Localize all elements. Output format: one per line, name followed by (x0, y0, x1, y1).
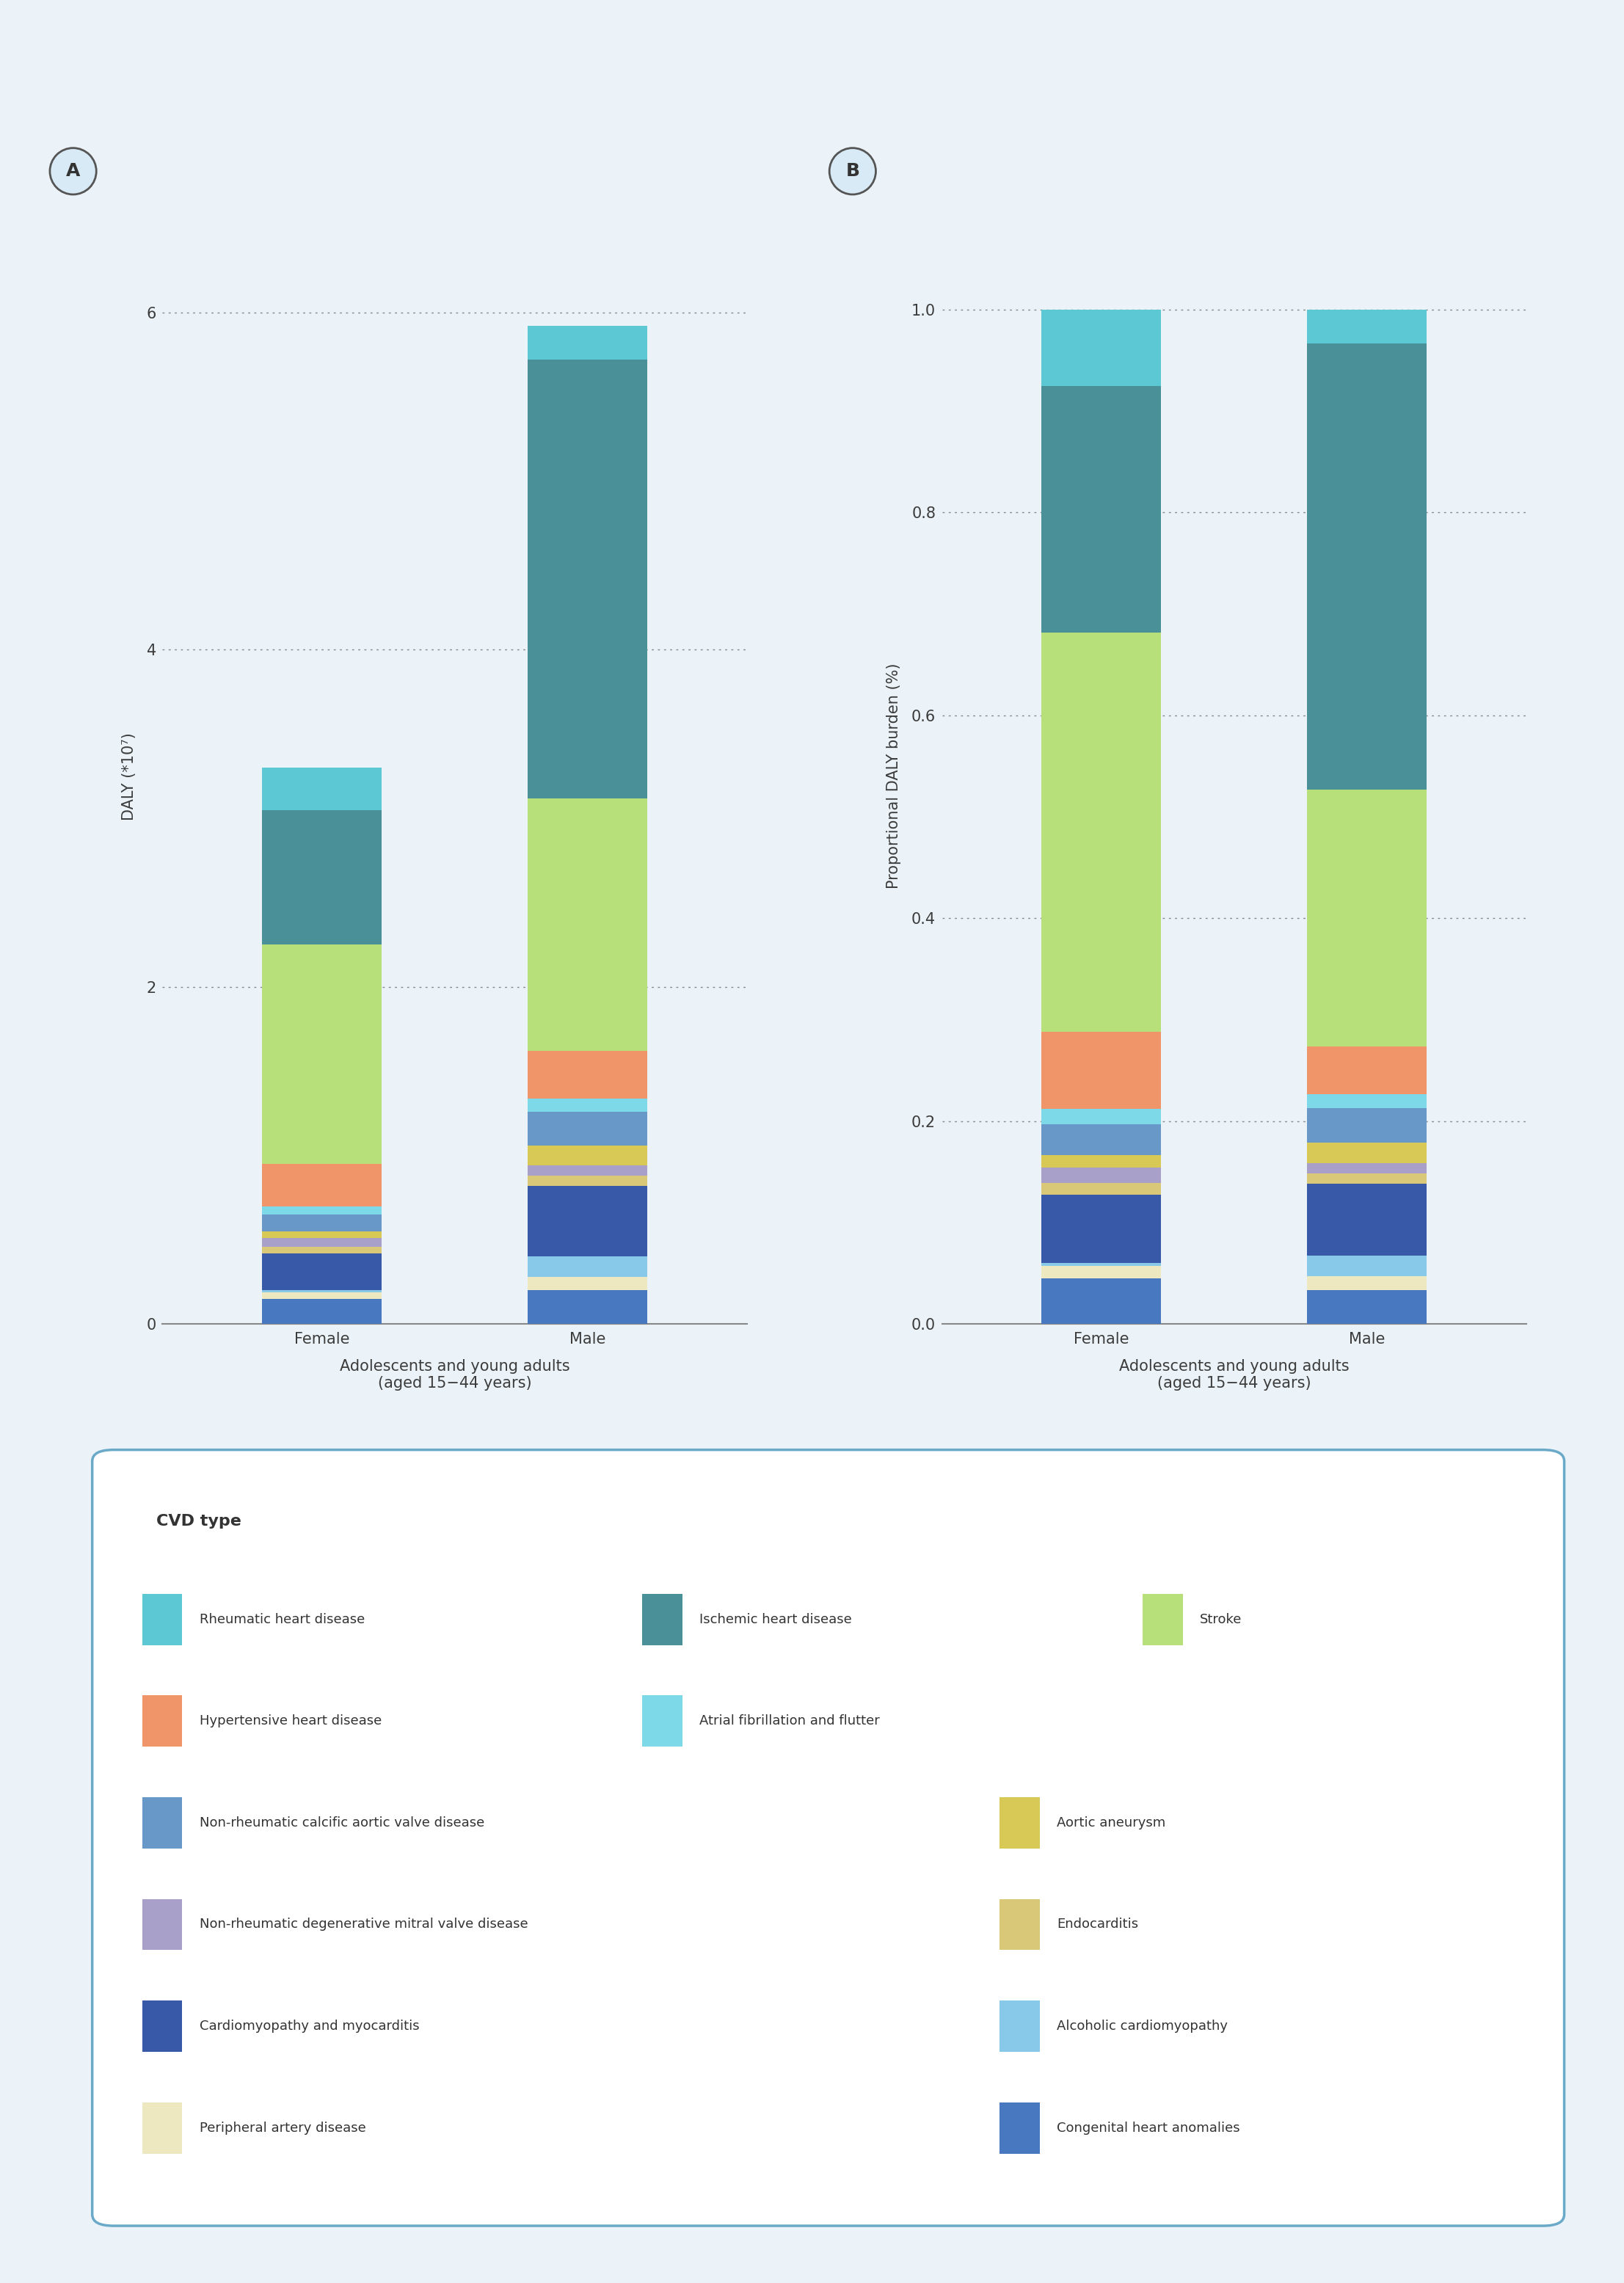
Bar (1041, 1167, 1161, 1183)
Bar (1041, 386, 1161, 632)
Bar (1041, 632, 1161, 1032)
FancyBboxPatch shape (93, 1450, 1564, 2226)
Text: A: A (67, 162, 80, 180)
Text: Peripheral artery disease: Peripheral artery disease (200, 2121, 365, 2135)
Y-axis label: DALY (*10⁷): DALY (*10⁷) (122, 733, 136, 820)
X-axis label: Adolescents and young adults
(aged 15−44 years): Adolescents and young adults (aged 15−44… (1119, 1358, 1350, 1390)
Bar (528, 1146, 648, 1167)
Bar (528, 361, 648, 799)
Bar (528, 326, 648, 361)
Bar (528, 1112, 648, 1146)
Bar (528, 799, 648, 1050)
Bar (528, 1276, 648, 1290)
FancyBboxPatch shape (143, 2103, 182, 2153)
FancyBboxPatch shape (643, 1696, 682, 1746)
Text: CVD type: CVD type (156, 1514, 242, 1530)
Bar (1307, 1276, 1427, 1290)
Bar (1307, 1142, 1427, 1162)
Bar (1041, 1194, 1161, 1262)
Bar (1041, 1265, 1161, 1278)
Bar (261, 945, 382, 1164)
FancyBboxPatch shape (143, 1797, 182, 1849)
Text: Endocarditis: Endocarditis (1057, 1918, 1138, 1931)
Text: B: B (846, 162, 859, 180)
Bar (1307, 1173, 1427, 1183)
Bar (1307, 790, 1427, 1046)
Bar (1307, 1162, 1427, 1173)
Bar (261, 1164, 382, 1205)
Text: Alcoholic cardiomyopathy: Alcoholic cardiomyopathy (1057, 2020, 1228, 2032)
Bar (261, 1299, 382, 1324)
Bar (261, 1215, 382, 1231)
Bar (528, 1185, 648, 1256)
FancyBboxPatch shape (1000, 1899, 1039, 1950)
Text: Cardiomyopathy and myocarditis: Cardiomyopathy and myocarditis (200, 2020, 419, 2032)
Bar (1307, 310, 1427, 345)
Bar (1307, 1290, 1427, 1324)
Bar (528, 1256, 648, 1276)
Bar (1041, 1183, 1161, 1194)
Bar (1307, 345, 1427, 790)
Text: Congenital heart anomalies: Congenital heart anomalies (1057, 2121, 1241, 2135)
FancyBboxPatch shape (1000, 1797, 1039, 1849)
Text: Non-rheumatic degenerative mitral valve disease: Non-rheumatic degenerative mitral valve … (200, 1918, 528, 1931)
Text: Stroke: Stroke (1200, 1612, 1242, 1625)
Bar (1041, 1123, 1161, 1155)
Text: Hypertensive heart disease: Hypertensive heart disease (200, 1715, 382, 1728)
Bar (261, 1253, 382, 1290)
Bar (261, 1237, 382, 1247)
FancyBboxPatch shape (143, 1899, 182, 1950)
X-axis label: Adolescents and young adults
(aged 15−44 years): Adolescents and young adults (aged 15−44… (339, 1358, 570, 1390)
Bar (1307, 1256, 1427, 1276)
FancyBboxPatch shape (143, 1696, 182, 1746)
Text: Rheumatic heart disease: Rheumatic heart disease (200, 1612, 365, 1625)
Text: Aortic aneurysm: Aortic aneurysm (1057, 1817, 1166, 1829)
Bar (528, 1098, 648, 1112)
Bar (1307, 1183, 1427, 1256)
Y-axis label: Proportional DALY burden (%): Proportional DALY burden (%) (887, 664, 901, 888)
FancyBboxPatch shape (143, 2000, 182, 2052)
Bar (1307, 1046, 1427, 1094)
Text: Non-rheumatic calcific aortic valve disease: Non-rheumatic calcific aortic valve dise… (200, 1817, 484, 1829)
Bar (528, 1167, 648, 1176)
Bar (261, 1247, 382, 1253)
Bar (528, 1050, 648, 1098)
Bar (261, 1205, 382, 1215)
FancyBboxPatch shape (143, 1594, 182, 1646)
FancyBboxPatch shape (643, 1594, 682, 1646)
Bar (1041, 310, 1161, 386)
Bar (261, 1292, 382, 1299)
Bar (1307, 1107, 1427, 1142)
Bar (261, 1231, 382, 1237)
Text: Atrial fibrillation and flutter: Atrial fibrillation and flutter (700, 1715, 880, 1728)
Bar (1041, 1278, 1161, 1324)
Bar (1041, 1110, 1161, 1123)
FancyBboxPatch shape (1000, 2000, 1039, 2052)
Bar (1041, 1032, 1161, 1110)
Bar (1307, 1094, 1427, 1107)
Bar (528, 1290, 648, 1324)
FancyBboxPatch shape (1000, 2103, 1039, 2153)
Text: Ischemic heart disease: Ischemic heart disease (700, 1612, 853, 1625)
Bar (528, 1176, 648, 1185)
FancyBboxPatch shape (1143, 1594, 1182, 1646)
Bar (261, 767, 382, 810)
Bar (1041, 1262, 1161, 1265)
Bar (1041, 1155, 1161, 1167)
Bar (261, 810, 382, 945)
